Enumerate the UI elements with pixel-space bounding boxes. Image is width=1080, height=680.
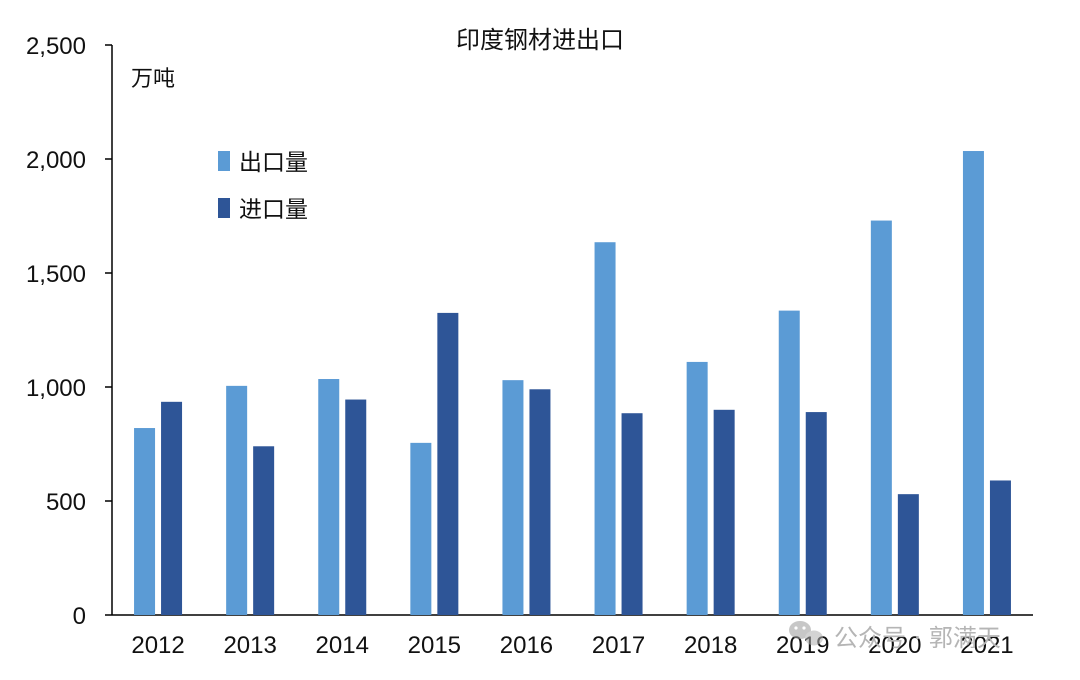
bar-import-2013 bbox=[253, 446, 275, 615]
bar-import-2019 bbox=[805, 412, 827, 615]
bar-import-2017 bbox=[621, 413, 643, 615]
y-ticks: 0 500 1,000 1,500 2,000 2,500 bbox=[26, 33, 112, 630]
y-tick-label: 0 bbox=[73, 603, 86, 630]
wechat-icon bbox=[789, 621, 823, 646]
bar-export-2012 bbox=[134, 428, 156, 615]
bar-import-2016 bbox=[529, 389, 551, 615]
bar-import-2021 bbox=[989, 480, 1011, 615]
legend-swatch-import bbox=[218, 198, 230, 218]
bar-export-2020 bbox=[870, 220, 892, 615]
bar-export-2018 bbox=[686, 361, 708, 615]
bar-export-2013 bbox=[226, 385, 248, 615]
unit-label: 万吨 bbox=[131, 67, 175, 92]
bar-export-2017 bbox=[594, 242, 616, 615]
bar-import-2020 bbox=[897, 494, 919, 615]
x-ticks: 2012 2013 2014 2015 2016 2017 2018 2019 2020 2021 bbox=[131, 632, 1013, 659]
bar-import-2015 bbox=[437, 312, 459, 615]
x-tick-label: 2020 bbox=[868, 632, 921, 659]
bar-import-2018 bbox=[713, 409, 735, 615]
x-tick-label: 2015 bbox=[408, 632, 461, 659]
y-tick-label: 500 bbox=[46, 489, 86, 516]
x-tick-label: 2012 bbox=[131, 632, 184, 659]
bar-import-2014 bbox=[345, 399, 367, 615]
x-tick-label: 2018 bbox=[684, 632, 737, 659]
watermark: 公众号 · 郭满天 bbox=[789, 621, 1001, 652]
bar-export-2021 bbox=[962, 151, 984, 615]
bar-import-2012 bbox=[161, 401, 183, 615]
y-tick-label: 1,500 bbox=[26, 261, 86, 288]
bar-export-2016 bbox=[502, 380, 524, 615]
x-tick-label: 2014 bbox=[316, 632, 369, 659]
y-tick-label: 1,000 bbox=[26, 375, 86, 402]
y-tick-label: 2,000 bbox=[26, 147, 86, 174]
x-tick-label: 2016 bbox=[500, 632, 553, 659]
bar-export-2019 bbox=[778, 310, 800, 615]
x-tick-label: 2021 bbox=[960, 632, 1013, 659]
x-tick-label: 2013 bbox=[223, 632, 276, 659]
bars bbox=[134, 151, 1011, 615]
x-tick-label: 2017 bbox=[592, 632, 645, 659]
legend-label-import: 进口量 bbox=[239, 197, 308, 223]
bar-export-2015 bbox=[410, 442, 432, 615]
legend-swatch-export bbox=[218, 151, 230, 171]
watermark-text: 公众号 · 郭满天 bbox=[834, 624, 1001, 652]
chart-title: 印度钢材进出口 bbox=[456, 26, 624, 54]
bar-export-2014 bbox=[318, 379, 340, 615]
y-tick-label: 2,500 bbox=[26, 33, 86, 60]
legend-label-export: 出口量 bbox=[239, 150, 308, 176]
